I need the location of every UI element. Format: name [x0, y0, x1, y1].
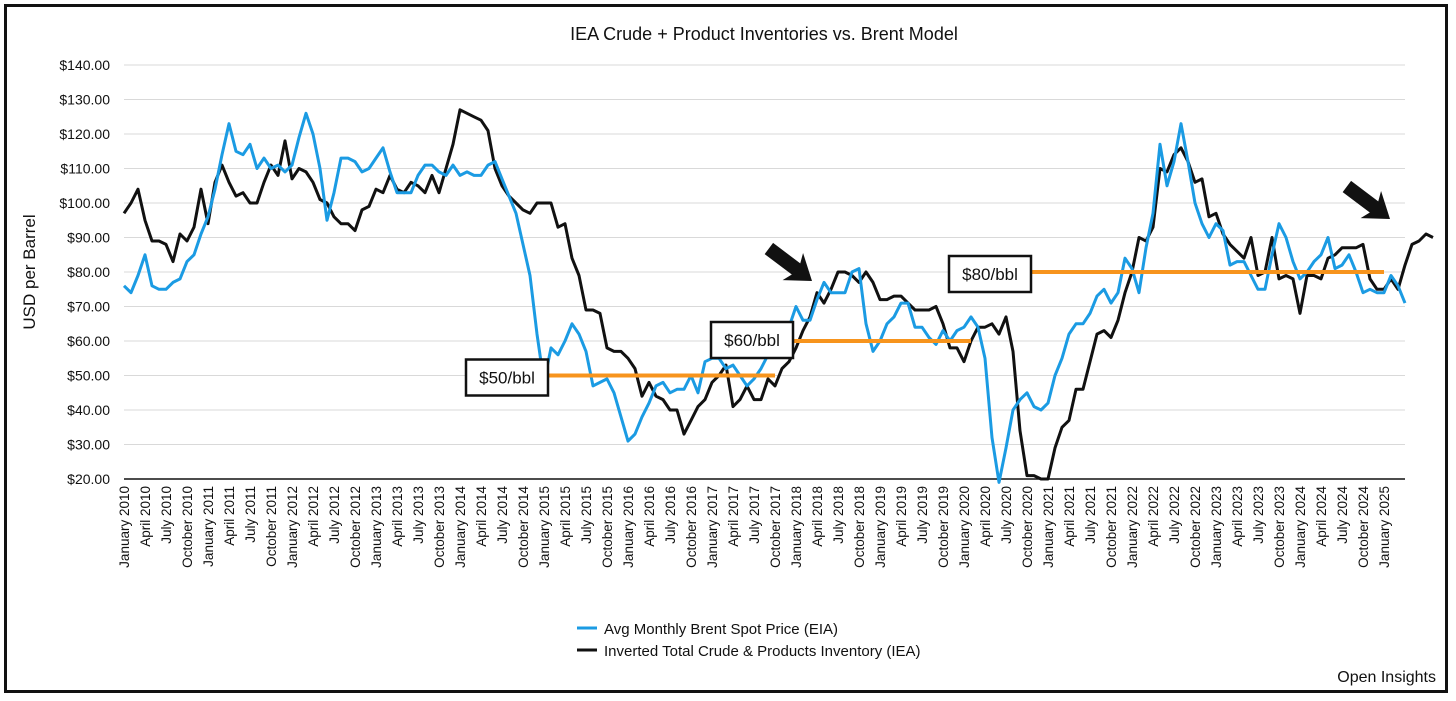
y-tick-label: $20.00 [67, 471, 110, 487]
annotation-arrows [764, 180, 1390, 281]
x-tick-label: October 2011 [264, 486, 279, 567]
x-tick-label: April 2016 [642, 486, 657, 547]
callout-box [464, 358, 550, 397]
annotation-arrow [764, 242, 812, 281]
series-line-inventory [122, 108, 1434, 481]
chart-frame [4, 4, 1448, 693]
legend: Avg Monthly Brent Spot Price (EIA) Inver… [577, 621, 921, 660]
x-tick-label: April 2021 [1062, 486, 1077, 547]
x-tick-label: January 2013 [369, 486, 384, 568]
x-tick-label: January 2010 [117, 486, 132, 568]
x-tick-label: January 2019 [873, 486, 888, 568]
x-tick-label: April 2020 [978, 486, 993, 547]
x-tick-label: April 2019 [894, 486, 909, 547]
x-tick-label: January 2017 [705, 486, 720, 568]
x-tick-label: October 2024 [1356, 486, 1371, 568]
series-line-brent [122, 111, 1407, 484]
x-tick-label: January 2025 [1377, 486, 1392, 568]
x-tick-label: July 2016 [663, 486, 678, 544]
y-tick-label: $40.00 [67, 402, 110, 418]
x-tick-label: October 2022 [1188, 486, 1203, 568]
x-tick-label: October 2020 [1020, 486, 1035, 568]
y-tick-label: $90.00 [67, 230, 110, 246]
x-tick-label: October 2010 [180, 486, 195, 568]
y-axis-label: USD per Barrel [20, 214, 39, 329]
x-tick-label: April 2022 [1146, 486, 1161, 547]
x-tick-label: October 2012 [348, 486, 363, 568]
x-tick-label: April 2024 [1314, 486, 1329, 547]
x-tick-label: July 2012 [327, 486, 342, 544]
y-tick-label: $130.00 [59, 92, 110, 108]
series-lines [122, 108, 1434, 484]
x-tick-label: October 2023 [1272, 486, 1287, 568]
x-tick-label: July 2013 [411, 486, 426, 544]
y-tick-label: $80.00 [67, 264, 110, 280]
x-tick-label: January 2023 [1209, 486, 1224, 568]
callout-label: $50/bbl [479, 369, 535, 388]
x-tick-label: April 2018 [810, 486, 825, 547]
x-tick-label: July 2011 [243, 486, 258, 543]
y-tick-label: $70.00 [67, 299, 110, 315]
x-tick-label: October 2015 [600, 486, 615, 568]
y-tick-label: $100.00 [59, 195, 110, 211]
x-tick-label: July 2019 [915, 486, 930, 544]
x-tick-label: January 2021 [1041, 486, 1056, 568]
x-tick-label: April 2017 [726, 486, 741, 547]
y-axis-ticks: $20.00 $30.00 $40.00 $50.00 $60.00 $70.00 $80.… [59, 57, 110, 487]
annotation-arrow [1342, 180, 1390, 219]
x-tick-label: January 2024 [1293, 486, 1308, 568]
x-tick-label: July 2015 [579, 486, 594, 544]
callout-label: $80/bbl [962, 265, 1018, 284]
y-tick-label: $120.00 [59, 126, 110, 142]
y-tick-label: $140.00 [59, 57, 110, 73]
x-tick-label: October 2019 [936, 486, 951, 568]
x-tick-label: July 2020 [999, 486, 1014, 544]
x-tick-label: July 2017 [747, 486, 762, 544]
callout-label: $60/bbl [724, 331, 780, 350]
y-tick-label: $50.00 [67, 368, 110, 384]
legend-label-brent: Avg Monthly Brent Spot Price (EIA) [604, 621, 838, 638]
x-tick-label: January 2020 [957, 486, 972, 568]
legend-label-inventory: Inverted Total Crude & Products Inventor… [604, 643, 921, 660]
x-tick-label: January 2015 [537, 486, 552, 568]
x-tick-label: July 2023 [1251, 486, 1266, 544]
x-tick-label: January 2016 [621, 486, 636, 568]
x-tick-label: July 2014 [495, 486, 510, 544]
reference-lines: $50/bbl $60/bbl $80/bbl [464, 254, 1384, 397]
x-tick-label: April 2013 [390, 486, 405, 547]
callout-box [947, 254, 1033, 294]
credit-text: Open Insights [1337, 669, 1436, 686]
x-tick-label: October 2013 [432, 486, 447, 568]
x-tick-label: October 2016 [684, 486, 699, 568]
x-tick-label: July 2018 [831, 486, 846, 544]
x-tick-label: January 2022 [1125, 486, 1140, 568]
x-tick-label: April 2023 [1230, 486, 1245, 547]
callout-box [709, 320, 795, 360]
x-tick-label: January 2011 [201, 486, 216, 567]
x-tick-label: July 2024 [1335, 486, 1350, 544]
x-tick-label: October 2014 [516, 486, 531, 568]
y-tick-label: $30.00 [67, 437, 110, 453]
x-tick-label: July 2021 [1083, 486, 1098, 544]
chart-title: IEA Crude + Product Inventories vs. Bren… [570, 24, 958, 44]
x-tick-label: January 2014 [453, 486, 468, 568]
x-tick-label: January 2012 [285, 486, 300, 568]
x-axis-ticks: January 2010 April 2010 July 2010 October 2… [117, 486, 1392, 568]
x-tick-label: April 2014 [474, 486, 489, 547]
y-tick-label: $60.00 [67, 333, 110, 349]
x-tick-label: April 2010 [138, 486, 153, 547]
x-tick-label: January 2018 [789, 486, 804, 568]
x-tick-label: April 2012 [306, 486, 321, 547]
y-tick-label: $110.00 [60, 161, 110, 177]
x-tick-label: April 2015 [558, 486, 573, 547]
x-tick-label: July 2022 [1167, 486, 1182, 544]
x-tick-label: July 2010 [159, 486, 174, 544]
x-tick-label: October 2018 [852, 486, 867, 568]
x-tick-label: April 2011 [222, 486, 237, 546]
x-tick-label: October 2017 [768, 486, 783, 568]
x-tick-label: October 2021 [1104, 486, 1119, 568]
